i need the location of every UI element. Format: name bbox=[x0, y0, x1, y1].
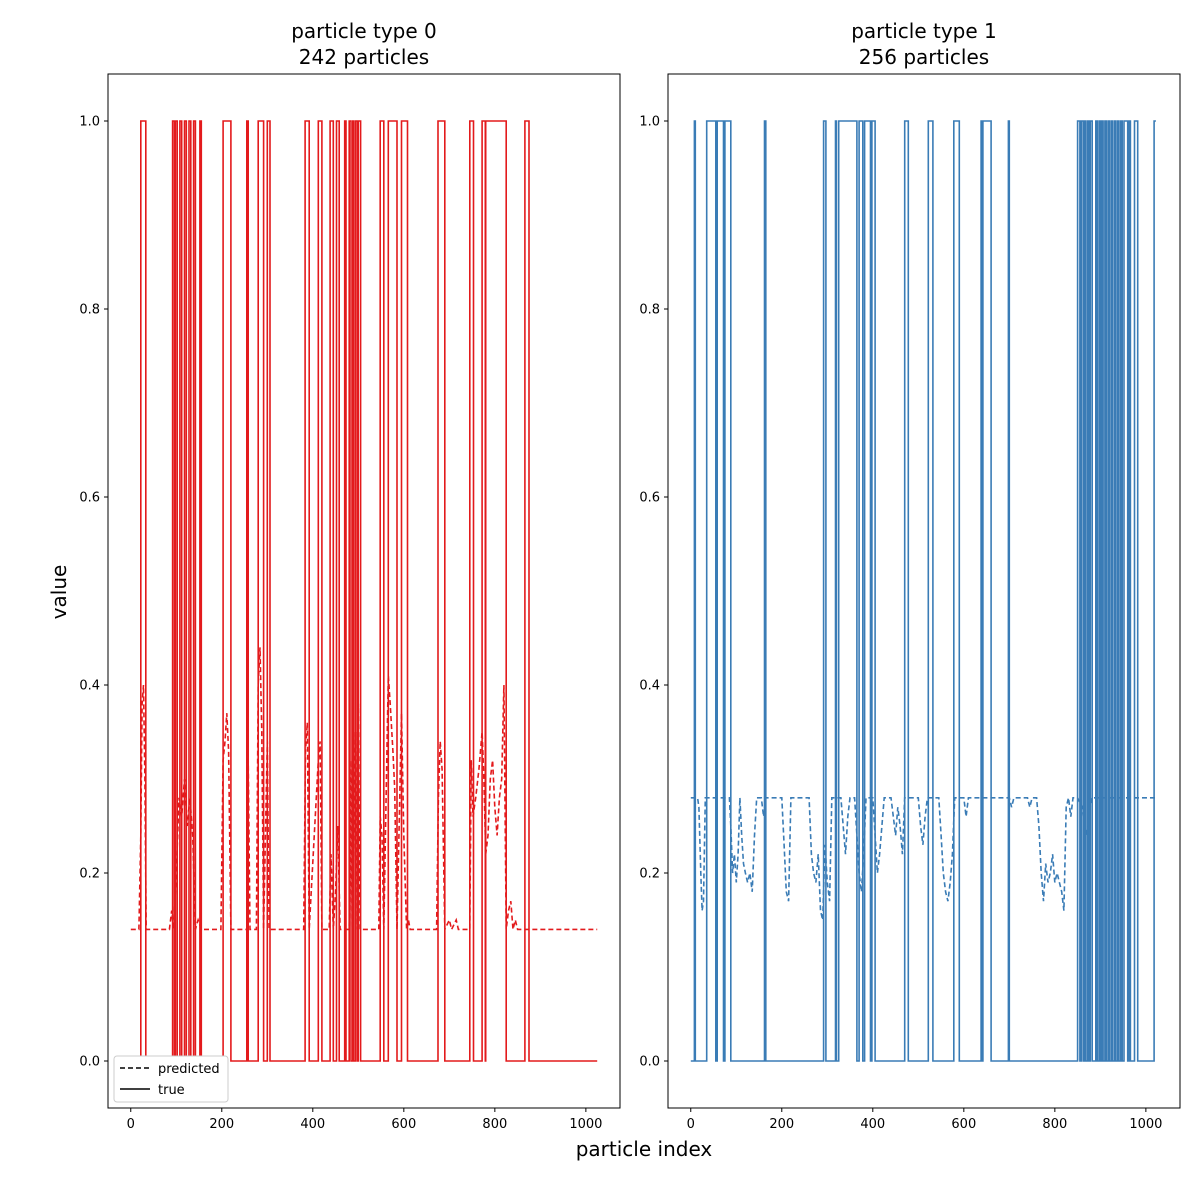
chart-right-y-tick-label: 0.4 bbox=[639, 679, 660, 694]
x-axis-label: particle index bbox=[576, 1137, 713, 1161]
chart-left-x-tick-label: 400 bbox=[300, 1117, 325, 1132]
chart-right-y-tick-label: 0.8 bbox=[639, 303, 660, 318]
chart-right-y-tick-label: 1.0 bbox=[639, 115, 660, 130]
chart-right-y-tick-label: 0.0 bbox=[639, 1055, 660, 1070]
chart-left-y-tick-label: 1.0 bbox=[79, 115, 100, 130]
chart-left-y-tick-label: 0.4 bbox=[79, 679, 100, 694]
legend-true-label: true bbox=[158, 1083, 185, 1098]
chart-left-x-tick-label: 800 bbox=[482, 1117, 507, 1132]
chart-right-x-tick-label: 1000 bbox=[1129, 1117, 1162, 1132]
chart-left-title-line-1: particle type 0 bbox=[291, 19, 437, 43]
chart-left-marks: 0.0 0.2 0.4 0.6 0.8 1.0 0 200 400 600 800 1000 bbox=[79, 73, 621, 1132]
chart-right-x-tick-label: 200 bbox=[769, 1117, 794, 1132]
chart-right-x-tick-label: 400 bbox=[860, 1117, 885, 1132]
chart-left-y-tick-label: 0.8 bbox=[79, 303, 100, 318]
chart-left-y-tick-label: 0.0 bbox=[79, 1055, 100, 1070]
chart-left-series-true-line bbox=[130, 120, 598, 1062]
chart-right-series-predicted-line bbox=[690, 797, 1158, 921]
legend-box bbox=[113, 1055, 229, 1103]
chart-left: particle type 0 242 particles 0.00.20.40… bbox=[79, 19, 621, 1132]
chart-left-x-tick-label: 600 bbox=[391, 1117, 416, 1132]
chart-right-title-line-2: 256 particles bbox=[859, 45, 989, 69]
chart-left-x-tick-label: 1000 bbox=[569, 1117, 602, 1132]
chart-right-axes-frame bbox=[667, 73, 1181, 1109]
chart-right-x-tick-label: 800 bbox=[1042, 1117, 1067, 1132]
legend-predicted-label: predicted bbox=[158, 1062, 220, 1077]
y-axis-label: value bbox=[47, 565, 71, 620]
chart-right-marks: 0.0 0.2 0.4 0.6 0.8 1.0 0 200 400 600 800 1000 bbox=[639, 73, 1181, 1132]
chart-right-x-tick-label: 0 bbox=[687, 1117, 695, 1132]
chart-right-y-tick-label: 0.6 bbox=[639, 491, 660, 506]
chart-right-series-true-line bbox=[690, 120, 1156, 1062]
chart-left-y-tick-label: 0.6 bbox=[79, 491, 100, 506]
chart-right: particle type 1 256 particles 0.00.20.40… bbox=[639, 19, 1181, 1132]
legend: predicted true bbox=[113, 1055, 229, 1103]
chart-left-x-tick-label: 200 bbox=[209, 1117, 234, 1132]
chart-right-title-line-1: particle type 1 bbox=[851, 19, 997, 43]
chart-left-series-predicted-line bbox=[130, 647, 598, 932]
chart-left-x-tick-label: 0 bbox=[127, 1117, 135, 1132]
chart-right-x-tick-label: 600 bbox=[951, 1117, 976, 1132]
chart-left-axes-frame bbox=[107, 73, 621, 1109]
chart-left-y-tick-label: 0.2 bbox=[79, 867, 100, 882]
chart-right-y-tick-label: 0.2 bbox=[639, 867, 660, 882]
chart-left-title-line-2: 242 particles bbox=[299, 45, 429, 69]
